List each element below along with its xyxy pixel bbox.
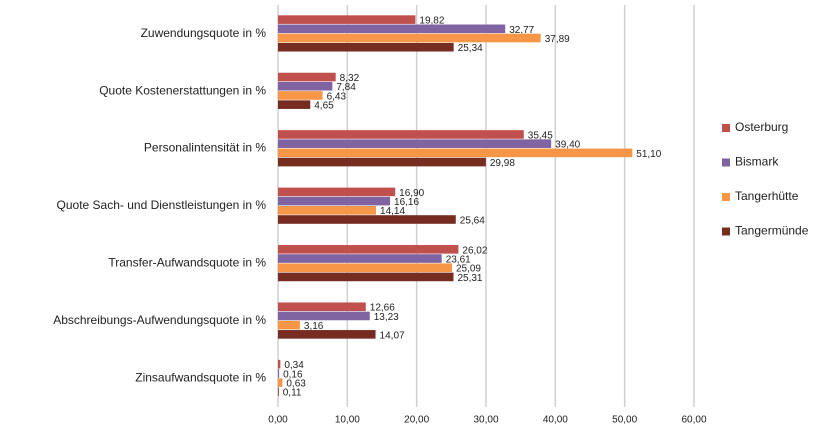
legend-swatch (722, 158, 730, 167)
category-label: Transfer-Aufwandsquote in % (108, 256, 266, 270)
value-label: 25,31 (457, 273, 482, 284)
bar (278, 369, 280, 378)
value-label: 4,65 (314, 101, 334, 112)
bar (278, 139, 552, 148)
value-label: 8,32 (340, 73, 360, 84)
value-label: 16,16 (394, 197, 419, 208)
value-label: 39,40 (555, 140, 580, 151)
x-tick-label: 60,00 (681, 415, 706, 426)
bar (278, 272, 454, 282)
value-label: 6,43 (327, 91, 347, 102)
bar (278, 311, 370, 321)
bar (278, 33, 541, 43)
value-label: 14,14 (380, 206, 405, 217)
bar (278, 91, 323, 100)
bar (278, 157, 486, 167)
value-label: 0,16 (283, 369, 303, 380)
category-label: Zinsaufwandsquote in % (135, 370, 266, 384)
legend-swatch (722, 124, 730, 132)
bar (278, 15, 416, 24)
category-label: Personalintensität in % (144, 141, 266, 155)
value-label: 29,98 (490, 158, 515, 169)
bar (278, 215, 456, 224)
bar (278, 148, 633, 158)
value-label: 26,02 (462, 245, 487, 256)
bar (278, 320, 300, 330)
bar (278, 254, 442, 263)
bar (278, 24, 506, 34)
legend-label: Tangermünde (735, 224, 809, 238)
value-label: 35,45 (528, 130, 553, 141)
x-tick-label: 0,00 (268, 415, 288, 426)
x-tick-label: 10,00 (335, 415, 360, 426)
value-label: 0,34 (284, 360, 304, 371)
legend-label: Osterburg (735, 120, 788, 134)
bar (278, 378, 283, 387)
category-label: Zuwendungsquote in % (141, 26, 267, 40)
bar (278, 302, 366, 312)
x-tick-label: 40,00 (543, 415, 568, 426)
bar (278, 263, 452, 273)
value-label: 25,34 (458, 43, 483, 54)
bar (278, 245, 459, 254)
x-tick-label: 20,00 (404, 415, 429, 426)
legend-swatch (722, 227, 730, 236)
value-label: 0,63 (286, 379, 306, 390)
x-tick-label: 30,00 (473, 415, 498, 426)
bar (278, 42, 454, 52)
value-label: 19,82 (419, 16, 444, 27)
value-label: 37,89 (545, 34, 570, 45)
value-label: 16,90 (399, 188, 424, 199)
value-label: 3,16 (304, 321, 324, 332)
bar (278, 387, 279, 397)
x-tick-label: 50,00 (612, 415, 637, 426)
legend-label: Bismark (735, 155, 779, 169)
category-label: Abschreibungs-Aufwendungsquote in % (53, 313, 266, 327)
legend-label: Tangerhütte (735, 189, 799, 203)
bar (278, 196, 391, 206)
value-label: 13,23 (374, 312, 399, 323)
legend-swatch (722, 193, 730, 201)
bar (278, 100, 311, 109)
value-label: 25,64 (460, 215, 485, 226)
category-label: Quote Kostenerstattungen in % (99, 83, 266, 97)
value-label: 0,11 (283, 388, 302, 399)
bar (278, 359, 281, 369)
bar (278, 187, 396, 197)
bar (278, 130, 524, 139)
value-label: 7,84 (336, 82, 356, 93)
value-label: 51,10 (636, 149, 661, 160)
value-label: 14,07 (380, 330, 405, 341)
category-label: Quote Sach- und Dienstleistungen in % (57, 198, 267, 212)
bar (278, 72, 336, 82)
value-label: 23,61 (446, 254, 471, 265)
value-label: 32,77 (509, 25, 534, 36)
value-label: 12,66 (370, 303, 395, 314)
bar (278, 330, 376, 339)
bar (278, 81, 333, 91)
value-label: 25,09 (456, 264, 481, 275)
bar (278, 206, 377, 215)
